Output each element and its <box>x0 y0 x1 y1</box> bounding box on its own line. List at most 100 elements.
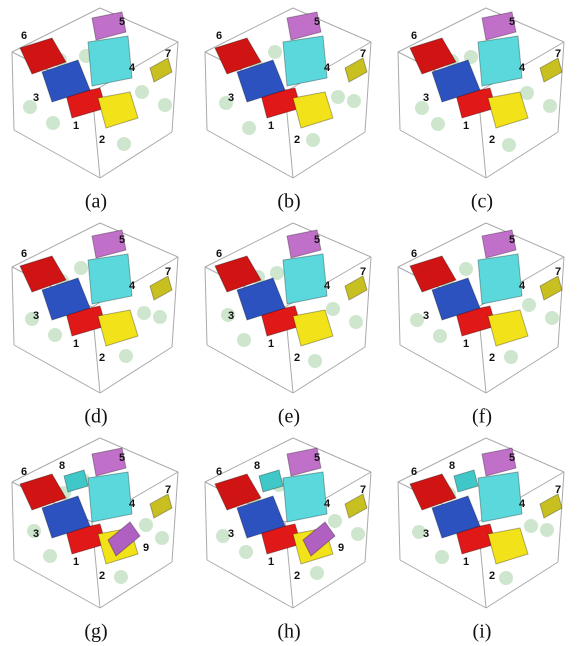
object-label: 5 <box>314 452 320 464</box>
object-box <box>488 310 528 346</box>
object-box <box>88 36 132 86</box>
haze <box>349 315 363 329</box>
cube-edge <box>14 560 100 608</box>
object-label: 3 <box>423 528 429 540</box>
cube-edge <box>400 345 486 393</box>
cube-edge <box>400 560 486 608</box>
cube-edge <box>205 52 207 130</box>
object-label: 4 <box>324 498 331 510</box>
cube-edge <box>293 132 365 178</box>
object-box <box>88 472 132 522</box>
object-label: 1 <box>463 120 469 132</box>
object-label: 1 <box>73 556 79 568</box>
object-label: 3 <box>33 310 39 322</box>
object-label: 6 <box>411 248 417 260</box>
cube-edge <box>14 130 100 178</box>
haze <box>504 350 518 364</box>
cube-edge <box>172 472 178 562</box>
panel-caption: (g) <box>84 621 107 643</box>
haze <box>459 262 473 276</box>
object-label: 7 <box>555 266 561 278</box>
object-label: 2 <box>489 352 495 364</box>
object-label: 3 <box>228 310 234 322</box>
object-label: 6 <box>21 248 27 260</box>
object-box <box>150 494 172 518</box>
cube-edge <box>398 482 400 560</box>
cube-edge <box>400 130 486 178</box>
object-label: 6 <box>216 248 222 260</box>
object-label: 5 <box>119 16 125 28</box>
object-label: 1 <box>268 338 274 350</box>
object-box <box>540 276 562 300</box>
object-label: 5 <box>314 16 320 28</box>
object-label: 4 <box>129 498 136 510</box>
cube-edge <box>205 482 207 560</box>
object-box <box>150 58 172 82</box>
object-label: 4 <box>129 62 136 74</box>
panel-caption: (a) <box>85 191 107 213</box>
haze <box>540 523 554 537</box>
haze <box>328 514 342 528</box>
haze <box>268 45 282 59</box>
cube-edge <box>100 132 172 178</box>
object-label: 4 <box>519 498 526 510</box>
object-label: 5 <box>509 452 515 464</box>
cube-edge <box>398 267 400 345</box>
panel: 1234567(a) <box>12 8 178 213</box>
haze <box>135 85 149 99</box>
cube-edge <box>12 267 14 345</box>
haze <box>331 90 345 104</box>
object-label: 1 <box>268 120 274 132</box>
haze <box>433 329 447 343</box>
cube-edge <box>14 345 100 393</box>
haze <box>502 138 516 152</box>
object-label: 1 <box>463 556 469 568</box>
object-label: 4 <box>324 62 331 74</box>
panel-caption: (i) <box>473 621 492 643</box>
haze <box>431 117 445 131</box>
object-label: 2 <box>294 570 300 582</box>
haze <box>119 349 133 363</box>
panel-caption: (h) <box>277 621 300 643</box>
cube-edge <box>12 482 14 560</box>
object-label: 9 <box>143 542 149 554</box>
cube-edge <box>207 560 293 608</box>
object-label: 3 <box>33 92 39 104</box>
object-label: 8 <box>59 460 65 472</box>
panel-caption: (f) <box>472 406 492 428</box>
object-label: 6 <box>216 466 222 478</box>
haze <box>522 298 536 312</box>
object-label: 5 <box>509 234 515 246</box>
object-label: 4 <box>519 62 526 74</box>
object-label: 3 <box>228 92 234 104</box>
object-box <box>98 92 138 128</box>
object-box <box>345 276 367 300</box>
haze <box>74 261 88 275</box>
object-label: 4 <box>324 280 331 292</box>
object-box <box>478 36 522 86</box>
haze <box>155 531 169 545</box>
object-box <box>488 528 528 564</box>
object-box <box>293 310 333 346</box>
haze <box>46 116 60 130</box>
object-box <box>345 58 367 82</box>
object-label: 1 <box>73 120 79 132</box>
cube-edge <box>486 347 558 393</box>
object-box <box>540 58 562 82</box>
panel-caption: (d) <box>84 406 107 428</box>
cube-edge <box>207 345 293 393</box>
object-label: 4 <box>129 280 136 292</box>
object-label: 6 <box>411 466 417 478</box>
haze <box>499 571 513 585</box>
cube-edge <box>172 42 178 132</box>
panel-caption: (c) <box>471 191 493 213</box>
haze <box>524 519 538 533</box>
object-label: 3 <box>33 528 39 540</box>
object-label: 6 <box>411 30 417 42</box>
cube-edge <box>100 562 172 608</box>
haze <box>117 137 131 151</box>
object-label: 7 <box>360 266 366 278</box>
object-label: 3 <box>423 310 429 322</box>
object-label: 5 <box>119 234 125 246</box>
